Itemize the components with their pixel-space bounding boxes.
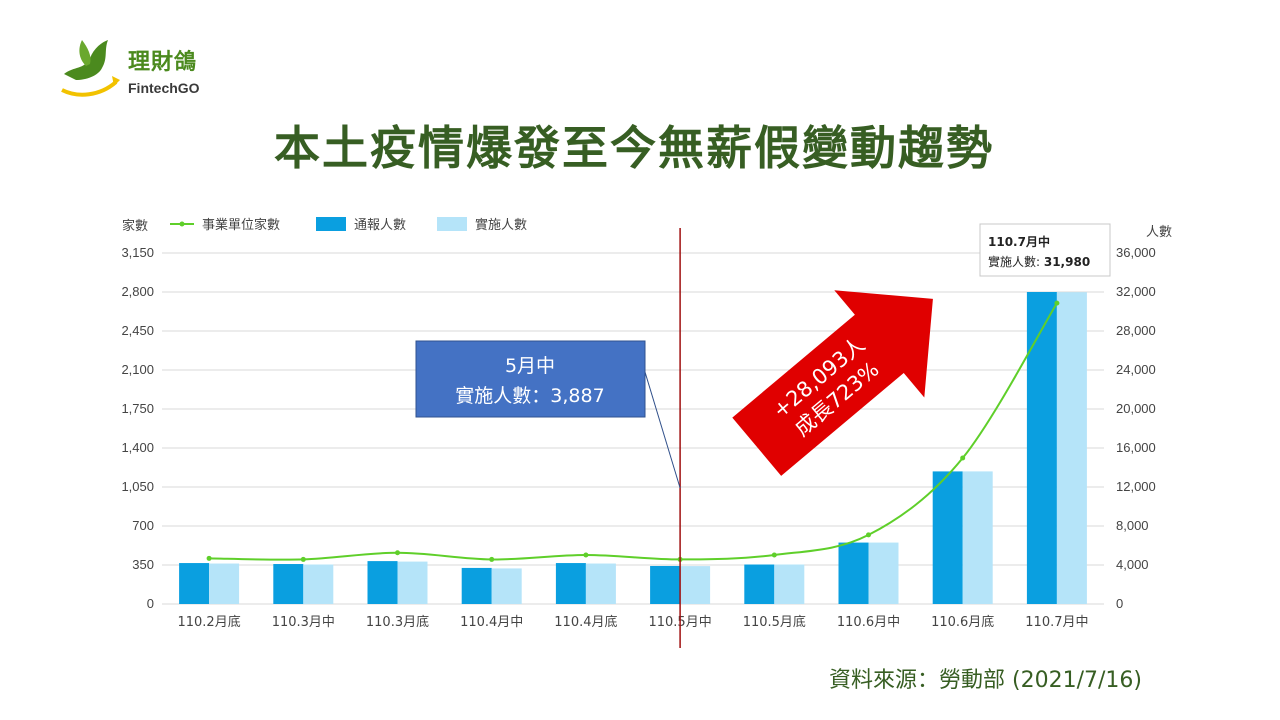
bar-reported (744, 564, 775, 604)
line-point (866, 532, 871, 538)
y-right-tick-label: 12,000 (1116, 479, 1156, 494)
arrow-shape (732, 290, 933, 476)
bar-implemented (209, 563, 240, 604)
legend-label: 通報人數 (354, 218, 406, 233)
callout-box (415, 340, 646, 418)
line-point (489, 556, 495, 562)
legend-label: 實施人數 (475, 217, 527, 233)
y-left-tick-label: 1,750 (121, 401, 154, 416)
y-left-tick-label: 0 (147, 596, 154, 611)
bar-reported (273, 564, 304, 604)
y-left-axis-label: 家數 (122, 218, 148, 234)
bar-implemented (868, 542, 899, 604)
line-series-companies (209, 302, 1058, 561)
x-tick-label: 110.7月中 (1025, 615, 1088, 630)
callout-value: 實施人數：3,887 (455, 385, 604, 407)
y-right-tick-label: 32,000 (1116, 284, 1156, 299)
x-tick-label: 110.3月中 (272, 615, 335, 630)
logo-name: 理財鴿 (128, 50, 198, 75)
source-note: 資料來源：勞動部 (2021/7/16) (829, 668, 1142, 693)
bar-implemented (491, 568, 522, 604)
tooltip-box (979, 223, 1111, 277)
logo-sub: FintechGO (128, 80, 200, 96)
legend-swatch-dot (179, 221, 185, 227)
x-tick-label: 110.2月底 (177, 614, 240, 630)
line-point (395, 550, 400, 556)
y-left-tick-label: 2,450 (121, 323, 154, 338)
line-point (960, 455, 966, 461)
bar-reported (179, 563, 210, 604)
y-right-tick-label: 28,000 (1116, 323, 1156, 338)
line-point (1054, 300, 1060, 306)
bar-implemented (585, 563, 616, 604)
y-right-tick-label: 0 (1116, 596, 1123, 611)
y-left-tick-label: 1,400 (121, 440, 154, 455)
y-right-tick-label: 24,000 (1116, 362, 1156, 377)
legend-swatch-bar (316, 217, 346, 231)
x-tick-label: 110.6月底 (931, 614, 994, 630)
bar-implemented (962, 471, 993, 604)
line-point (206, 555, 212, 561)
legend-label: 事業單位家數 (202, 217, 280, 233)
page-title: 本土疫情爆發至今無薪假變動趨勢 (274, 121, 994, 175)
bar-implemented (303, 564, 334, 604)
bar-reported (838, 542, 869, 604)
callout-title: 5月中 (505, 355, 555, 377)
line-point (583, 552, 589, 558)
y-right-tick-label: 20,000 (1116, 401, 1156, 416)
y-right-axis-label: 人數 (1146, 225, 1172, 240)
bar-implemented (680, 566, 711, 604)
y-left-tick-label: 350 (132, 557, 154, 572)
bar-implemented (1056, 292, 1087, 604)
y-right-tick-label: 36,000 (1116, 245, 1156, 260)
line-point (300, 556, 306, 562)
logo: 理財鴿 FintechGO (56, 36, 226, 106)
y-left-tick-label: 2,800 (121, 284, 154, 299)
bar-reported (932, 471, 963, 604)
bar-implemented (397, 561, 428, 604)
bar-reported (367, 561, 398, 604)
legend-swatch-bar (437, 217, 467, 231)
y-right-tick-label: 16,000 (1116, 440, 1156, 455)
y-right-tick-label: 8,000 (1116, 518, 1149, 533)
y-left-tick-label: 2,100 (121, 362, 154, 377)
bar-reported (461, 567, 492, 604)
x-tick-label: 110.6月中 (837, 615, 900, 630)
tooltip-title: 110.7月中 (988, 234, 1050, 249)
bar-reported (650, 565, 681, 604)
x-tick-label: 110.3月底 (366, 614, 429, 630)
callout-pointer (644, 371, 681, 489)
y-left-tick-label: 1,050 (121, 479, 154, 494)
dove-logo-icon (61, 40, 120, 97)
bar-implemented (774, 564, 805, 604)
tooltip-text: 實施人數: 31,980 (988, 254, 1090, 269)
bar-reported (1026, 292, 1057, 604)
y-left-tick-label: 700 (132, 518, 154, 533)
x-tick-label: 110.4月底 (554, 614, 617, 630)
y-left-tick-label: 3,150 (121, 245, 154, 260)
y-right-tick-label: 4,000 (1116, 557, 1149, 572)
x-tick-label: 110.5月底 (743, 614, 806, 630)
x-tick-label: 110.4月中 (460, 615, 523, 630)
bar-reported (555, 563, 586, 604)
line-point (771, 552, 777, 558)
